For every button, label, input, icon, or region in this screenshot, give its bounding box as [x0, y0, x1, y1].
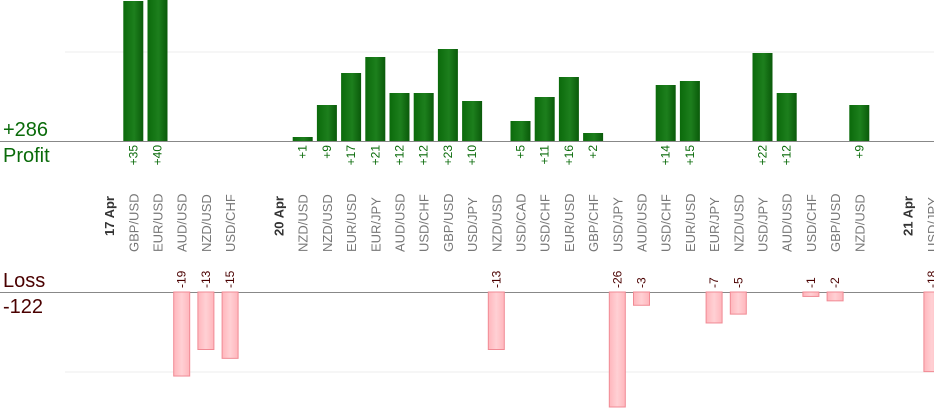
loss-data-label: -7: [707, 277, 721, 288]
profit-data-label: +22: [756, 145, 770, 166]
profit-data-label: +12: [780, 145, 794, 166]
loss-data-label: -2: [828, 277, 842, 288]
profit-data-label: +9: [852, 145, 866, 159]
profit-data-label: +12: [417, 145, 431, 166]
loss-bar: [221, 291, 239, 359]
pair-tick-label: USD/CAD: [514, 193, 529, 252]
profit-bar: [655, 85, 676, 141]
loss-bar: [705, 291, 723, 324]
profit-data-label: +5: [514, 145, 528, 159]
profit-bar: [849, 105, 870, 141]
pair-tick-label: USD/JPY: [465, 197, 480, 252]
profit-data-label: +21: [368, 145, 382, 166]
pair-tick-label: NZD/USD: [296, 194, 311, 252]
pair-tick-label: USD/CHF: [659, 194, 674, 252]
profit-bar: [510, 121, 531, 141]
pair-tick-label: NZD/USD: [489, 194, 504, 252]
profit-data-label: +12: [393, 145, 407, 166]
profit-data-label: +23: [441, 145, 455, 166]
pair-tick-label: EUR/USD: [683, 193, 698, 252]
loss-data-label: -13: [489, 270, 503, 288]
loss-bar: [633, 291, 650, 306]
pair-tick-label: AUD/USD: [175, 193, 190, 252]
date-label: 20 Apr: [272, 196, 287, 236]
loss-data-label: -13: [199, 270, 213, 288]
profit-data-label: +16: [562, 145, 576, 166]
profit-bar: [365, 57, 386, 141]
pair-tick-label: GBP/USD: [126, 193, 141, 252]
profit-bar: [534, 97, 555, 141]
profit-data-label: +11: [538, 145, 552, 165]
profit-bar: [389, 93, 410, 141]
profit-bar: [123, 1, 144, 141]
pair-tick-label: AUD/USD: [780, 193, 795, 252]
profit-bar: [341, 73, 362, 141]
profit-bar: [292, 137, 313, 141]
pair-tick-label: EUR/USD: [151, 193, 166, 252]
pair-tick-label: USD/CHF: [538, 194, 553, 252]
profit-data-label: +35: [126, 145, 140, 166]
pair-tick-label: NZD/USD: [199, 194, 214, 252]
loss-data-label: -19: [175, 270, 189, 288]
profit-bar: [413, 93, 434, 141]
profit-bar: [776, 93, 797, 141]
pair-tick-label: AUD/USD: [635, 193, 650, 252]
loss-label: Loss: [3, 270, 46, 292]
loss-bar: [487, 291, 505, 350]
profit-data-label: +40: [151, 145, 165, 166]
pair-tick-label: USD/CHF: [417, 194, 432, 252]
profit-data-label: +9: [320, 145, 334, 159]
date-label: 17 Apr: [102, 196, 117, 236]
pair-tick-label: GBP/USD: [441, 193, 456, 252]
pair-tick-label: EUR/USD: [562, 193, 577, 252]
loss-data-label: -1: [804, 277, 818, 288]
pair-tick-label: USD/JPY: [925, 197, 934, 252]
profit-label: Profit: [3, 145, 50, 167]
profit-total: +286: [3, 119, 49, 141]
profit-data-label: +14: [659, 145, 673, 166]
profit-data-label: +15: [683, 145, 697, 166]
loss-bar: [729, 291, 747, 315]
pair-tick-label: USD/CHF: [223, 194, 238, 252]
loss-bar: [608, 291, 626, 408]
pair-tick-label: EUR/JPY: [368, 197, 383, 252]
pair-tick-label: NZD/USD: [852, 194, 867, 252]
profit-bar: [437, 49, 458, 141]
profit-bar: [583, 133, 604, 141]
pair-tick-label: EUR/USD: [344, 193, 359, 252]
profit-bar: [558, 77, 579, 141]
loss-data-label: -5: [731, 277, 745, 288]
loss-bar: [923, 291, 934, 373]
pair-tick-label: AUD/USD: [393, 193, 408, 252]
profit-bar: [316, 105, 337, 141]
pair-tick-label: GBP/CHF: [586, 194, 601, 252]
loss-bar: [802, 291, 820, 297]
profit-data-label: +10: [465, 145, 479, 166]
loss-data-label: -3: [635, 277, 649, 288]
pair-tick-label: GBP/USD: [828, 193, 843, 252]
pair-tick-label: USD/CHF: [804, 194, 819, 252]
loss-data-label: -15: [223, 270, 237, 288]
date-label: 21 Apr: [901, 196, 916, 236]
profit-data-label: +2: [586, 145, 600, 159]
profit-bar: [147, 0, 168, 141]
loss-bar: [826, 291, 844, 302]
loss-bar: [197, 291, 215, 350]
pair-tick-label: NZD/USD: [320, 194, 335, 252]
profit-data-label: +17: [344, 145, 358, 166]
profit-bar: [752, 53, 773, 141]
profit-bar: [679, 81, 700, 141]
pair-tick-label: EUR/JPY: [707, 197, 722, 252]
loss-total: -122: [3, 296, 44, 318]
pair-tick-label: NZD/USD: [731, 194, 746, 252]
loss-data-label: -26: [610, 270, 624, 288]
pair-tick-label: USD/JPY: [610, 197, 625, 252]
profit-data-label: +1: [296, 145, 310, 159]
profit-bar: [462, 101, 483, 141]
loss-data-label: -18: [925, 270, 934, 288]
pair-tick-label: USD/JPY: [756, 197, 771, 252]
loss-bar: [173, 291, 191, 377]
